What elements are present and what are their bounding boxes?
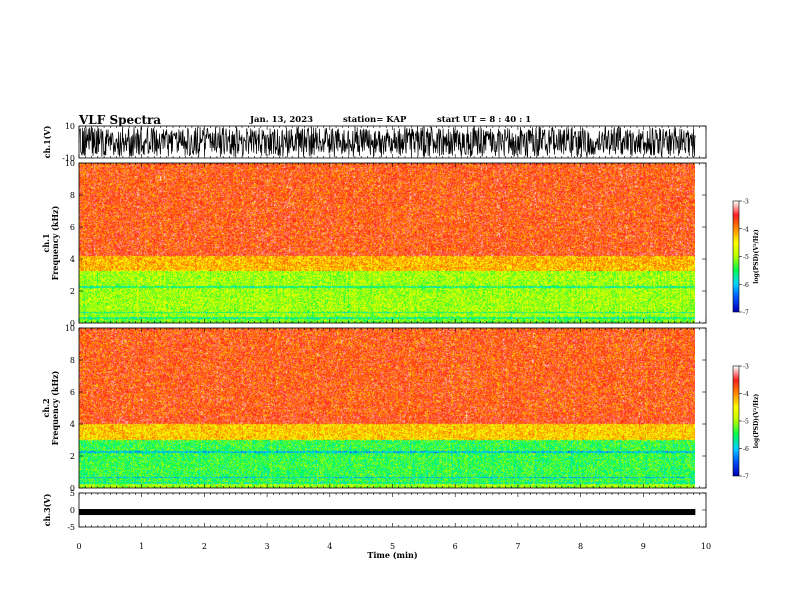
station-label: station= KAP: [343, 115, 407, 125]
colorbar-tick-label: -5: [743, 254, 749, 261]
y-tick-label: 10: [65, 159, 75, 168]
colorbar-tick-label: -7: [743, 310, 749, 317]
y-tick-label: 6: [70, 223, 75, 232]
y-tick-label: 8: [70, 356, 75, 365]
y-tick-label: 0: [70, 319, 75, 328]
x-tick-label: 9: [641, 542, 646, 551]
colorbar-tick-label: -5: [743, 419, 749, 426]
colorbar-tick-label: -4: [743, 226, 749, 233]
y-tick-label: 6: [70, 388, 75, 397]
x-tick-label: 0: [76, 542, 81, 551]
colorbar-tick-label: -3: [743, 199, 749, 206]
colorbar-tick-label: -7: [743, 474, 749, 481]
y-tick-label: 10: [65, 122, 75, 131]
y-axis-label: ch.1: [41, 233, 51, 252]
x-tick-label: 10: [701, 542, 711, 551]
y-tick-label: 4: [70, 420, 75, 429]
colorbar-ch1-gradient: [733, 201, 739, 312]
y-tick-label: 8: [70, 191, 75, 200]
spectrogram-ch1-image: [79, 163, 695, 323]
chart-title: VLF Spectra: [79, 113, 162, 127]
ch1-waveform-line: [78, 125, 696, 158]
axes: -3 -4 -5 -6 -7 log(PSD)(V²/Hz) -3 -4 -5 -6 -7 log(P…: [41, 122, 760, 560]
y-tick-label: -10: [62, 154, 75, 163]
y-axis-label: Frequency (kHz): [50, 370, 60, 445]
y-axis-label: ch.3(V): [42, 493, 52, 526]
y-axis-label: ch.2: [41, 398, 51, 417]
y-tick-label: 2: [70, 452, 75, 461]
colorbar-label: log(PSD)(V²/Hz): [753, 229, 760, 284]
x-tick-label: 6: [453, 542, 458, 551]
y-tick-label: 0: [70, 484, 75, 493]
data-marks: [78, 125, 696, 516]
y-tick-label: 0: [70, 506, 75, 515]
x-tick-label: 5: [390, 542, 395, 551]
y-tick-label: 2: [70, 287, 75, 296]
x-tick-label: 2: [202, 542, 207, 551]
ch3-waveform-band: [79, 509, 696, 516]
x-tick-label: 3: [265, 542, 270, 551]
x-axis-label: Time (min): [367, 550, 417, 560]
spectrogram-ch2-image: [79, 328, 695, 488]
colorbar-label: log(PSD)(V²/Hz): [753, 394, 760, 449]
y-tick-label: 5: [70, 489, 75, 498]
colorbar-tick-label: -4: [743, 391, 749, 398]
y-tick-label: -5: [67, 523, 75, 532]
colorbar-tick-label: -3: [743, 364, 749, 371]
y-tick-label: 10: [65, 324, 75, 333]
date-label: Jan. 13, 2023: [250, 115, 314, 125]
spectrogram-images: [79, 163, 739, 488]
start-time-label: start UT = 8 : 40 : 1: [437, 115, 532, 125]
x-tick-label: 8: [578, 542, 583, 551]
x-tick-label: 1: [139, 542, 144, 551]
y-axis-label: Frequency (kHz): [50, 205, 60, 280]
y-tick-label: 4: [70, 255, 75, 264]
colorbar-ch2-gradient: [733, 366, 739, 476]
x-tick-label: 7: [515, 542, 520, 551]
colorbar-tick-label: -6: [743, 282, 749, 289]
colorbar-tick-label: -6: [743, 446, 749, 453]
y-axis-label: ch.1(V): [42, 125, 52, 158]
ch3-waveform-line: [78, 510, 696, 514]
x-tick-label: 4: [327, 542, 332, 551]
